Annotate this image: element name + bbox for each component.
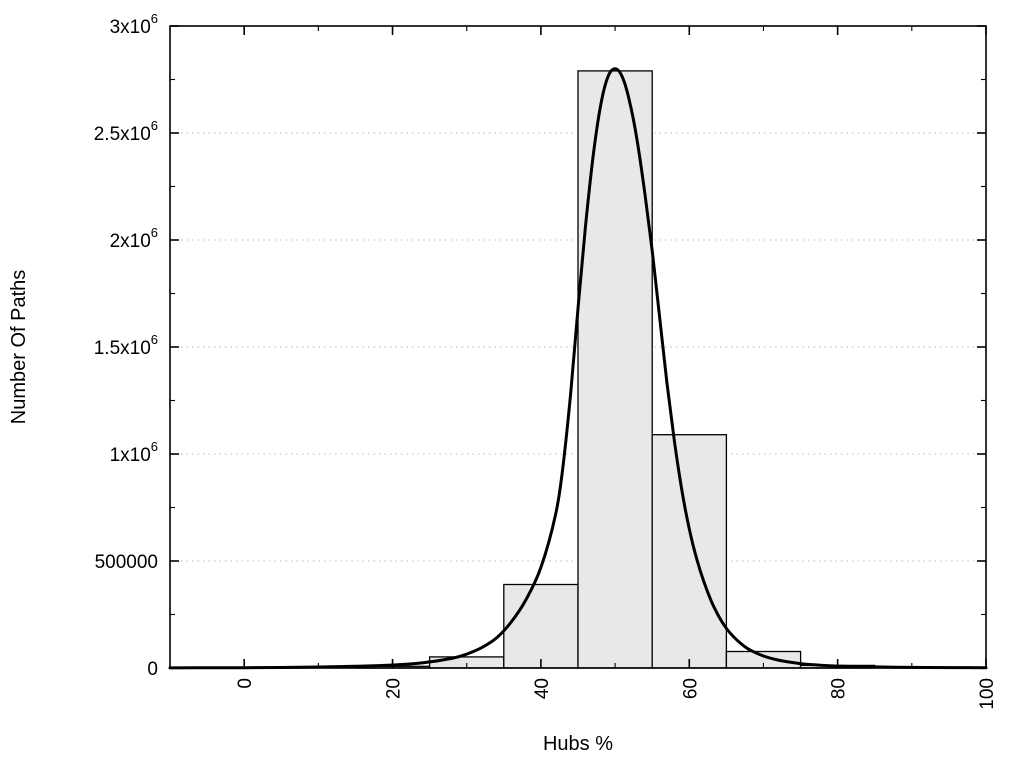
y-tick-superscript: 6: [151, 439, 158, 454]
y-tick-label: 1.5x106: [94, 332, 158, 359]
y-tick-superscript: 6: [151, 225, 158, 240]
y-tick-superscript: 6: [151, 332, 158, 347]
density-curve: [168, 67, 988, 670]
y-tick-superscript: 6: [151, 118, 158, 133]
y-tick-label: 2x106: [110, 225, 158, 252]
x-tick-label: 20: [384, 678, 405, 699]
plot-area: 0 20 40 60 80 100 0 500000 1x106 1.5x106 2x106 2.5x…: [94, 11, 998, 710]
x-axis-title: Hubs %: [543, 733, 613, 755]
x-tick-label: 40: [532, 678, 553, 699]
y-tick-label: 2.5x106: [94, 118, 158, 145]
y-tick-label: 500000: [95, 552, 158, 573]
x-tick-label: 0: [235, 678, 256, 689]
x-tick-label: 60: [680, 678, 701, 699]
y-axis-title: Number Of Paths: [8, 270, 30, 425]
x-tick-label: 100: [977, 678, 998, 710]
y-tick-label: 3x106: [110, 11, 158, 38]
x-tick-label: 80: [829, 678, 850, 699]
y-tick-label: 0: [147, 659, 158, 680]
y-tick-label: 1x106: [110, 439, 158, 466]
histogram-bar: [503, 583, 579, 669]
histogram-bar: [651, 434, 728, 669]
y-tick-superscript: 6: [151, 11, 158, 26]
